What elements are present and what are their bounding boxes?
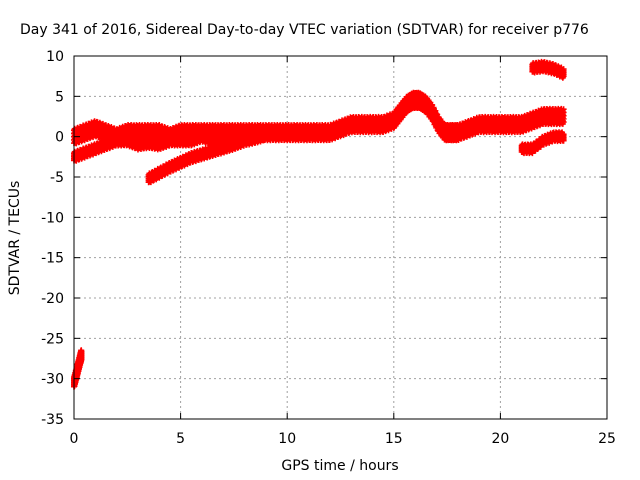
series-points (71, 58, 567, 390)
grid-lines (74, 56, 607, 419)
data-point (78, 348, 85, 355)
series-early-spike (71, 347, 85, 390)
chart-title: Day 341 of 2016, Sidereal Day-to-day VTE… (20, 22, 589, 38)
